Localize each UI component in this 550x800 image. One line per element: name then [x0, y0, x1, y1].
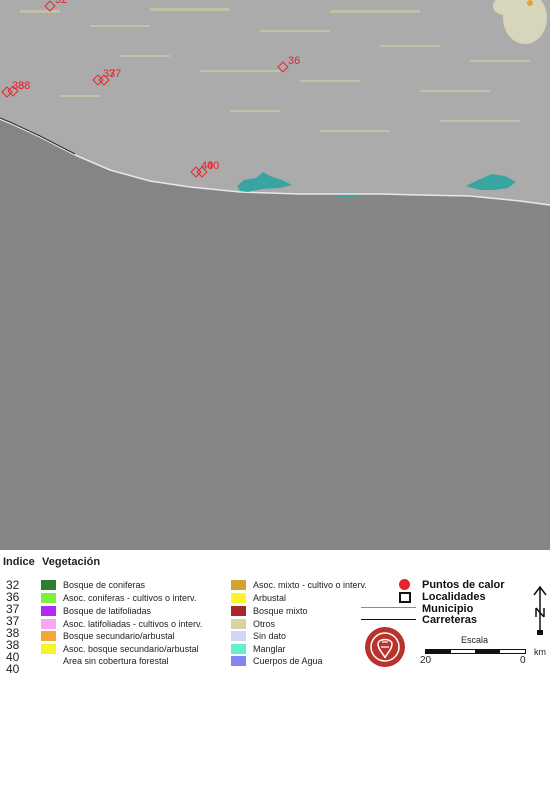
legend-symbol-carreteras: Carreteras	[361, 614, 478, 626]
legend-item: Bosque mixto	[231, 605, 308, 617]
hotspot-marker	[190, 166, 202, 178]
legend-label: Bosque mixto	[253, 606, 308, 616]
legend-swatch	[41, 619, 56, 629]
legend-swatch	[231, 606, 246, 616]
legend-swatch	[41, 644, 56, 654]
legend-item: Bosque de latifoliadas	[41, 605, 151, 617]
square-icon	[396, 591, 416, 603]
legend-index-item: 37	[6, 602, 20, 616]
legend-swatch	[231, 644, 246, 654]
legend-item: Asoc. bosque secundario/arbustal	[41, 643, 199, 655]
legend-vegetacion-header: Vegetación	[42, 556, 101, 568]
land-area	[0, 0, 550, 205]
legend-index-item: 40	[6, 662, 20, 676]
legend-label: Otros	[253, 619, 276, 629]
hotspot-label: 36	[288, 55, 300, 67]
terrain-relief	[493, 0, 547, 44]
legend-index-item: 38	[6, 638, 20, 652]
red-dot-icon	[396, 579, 416, 591]
legend-swatch	[231, 656, 246, 666]
legend-swatch	[231, 593, 246, 603]
legend-index-item: 32	[6, 578, 20, 592]
hotspot-label: 38	[18, 80, 30, 92]
legend-swatch	[231, 619, 246, 629]
coastline	[0, 118, 550, 206]
legend-symbol-localidades: Localidades	[396, 591, 486, 603]
hotspot-marker	[44, 0, 56, 12]
hotspot-label: 40	[207, 160, 219, 172]
legend-label: Area sin cobertura forestal	[63, 656, 169, 666]
legend-swatch	[231, 631, 246, 641]
magenta-line-icon	[361, 603, 416, 615]
legend-label: Bosque de coniferas	[63, 580, 146, 590]
terrain-texture	[20, 8, 530, 132]
terrain-peak	[527, 0, 533, 6]
legend-swatch	[41, 631, 56, 641]
legend-item: Bosque de coniferas	[41, 579, 145, 591]
legend-swatch	[41, 606, 56, 616]
legend-label: Bosque secundario/arbustal	[63, 631, 175, 641]
hotspot-marker	[277, 61, 289, 73]
legend-item: Area sin cobertura forestal	[41, 655, 169, 667]
black-line-icon	[361, 614, 416, 626]
hotspot-label: 32	[55, 0, 67, 6]
mangrove-patches	[237, 172, 516, 198]
scale-bar	[425, 649, 526, 654]
legend-symbol-label: Localidades	[422, 591, 486, 603]
hotspot-marker	[7, 85, 19, 97]
legend-swatch	[41, 580, 56, 590]
legend-item: Asoc. coniferas - cultivos o interv.	[41, 592, 196, 604]
scale-unit: km	[534, 647, 546, 657]
scale-right-value: 0	[520, 655, 526, 666]
legend-item: Otros	[231, 618, 275, 630]
legend-item: Bosque secundario/arbustal	[41, 630, 175, 642]
legend-symbol-label: Carreteras	[422, 614, 478, 626]
legend-index-item: 36	[6, 590, 20, 604]
legend-item: Cuerpos de Agua	[231, 655, 323, 667]
legend-index-item: 38	[6, 626, 20, 640]
legend-label: Cuerpos de Agua	[253, 656, 323, 666]
legend-label: Asoc. latifoliadas - cultivos o interv.	[63, 619, 203, 629]
legend-label: Arbustal	[253, 593, 287, 603]
hotspot-marker	[196, 166, 208, 178]
legend-swatch	[41, 593, 56, 603]
legend-label: Asoc. bosque secundario/arbustal	[63, 644, 199, 654]
scale-title: Escala	[461, 635, 489, 645]
hotspot-marker	[98, 74, 110, 86]
legend-swatch	[41, 656, 56, 666]
legend-index-list: 32 36 37 37 38 38 40 40	[6, 579, 36, 675]
institution-logo	[365, 627, 405, 667]
legend-swatch	[231, 580, 246, 590]
legend-label: Asoc. coniferas - cultivos o interv.	[63, 593, 197, 603]
hotspot-label: 37	[109, 68, 121, 80]
legend-symbol-label: Municipio	[422, 603, 474, 615]
legend-label: Asoc. mixto - cultivo o interv.	[253, 580, 367, 590]
legend-label: Sin dato	[253, 631, 287, 641]
legend-label: Bosque de latifoliadas	[63, 606, 152, 616]
legend-symbol-municipio: Municipio	[361, 603, 474, 615]
legend-item: Manglar	[231, 643, 286, 655]
legend-indice-header: Indice	[3, 556, 35, 568]
legend-item: Arbustal	[231, 592, 286, 604]
legend-item: Sin dato	[231, 630, 286, 642]
legend-item: Asoc. latifoliadas - cultivos o interv.	[41, 618, 202, 630]
legend-label: Manglar	[253, 644, 286, 654]
legend-index-item: 40	[6, 650, 20, 664]
legend-symbol-label: Puntos de calor	[422, 579, 505, 591]
hotspot-label: 38	[12, 80, 24, 92]
legend-symbol-puntos: Puntos de calor	[396, 579, 505, 591]
coast-edge	[0, 117, 76, 155]
hotspot-marker	[92, 74, 104, 86]
north-arrow-icon	[533, 586, 547, 635]
legend-item: Asoc. mixto - cultivo o interv.	[231, 579, 367, 591]
scale-left-value: 20	[420, 655, 432, 666]
legend-index-item: 37	[6, 614, 20, 628]
